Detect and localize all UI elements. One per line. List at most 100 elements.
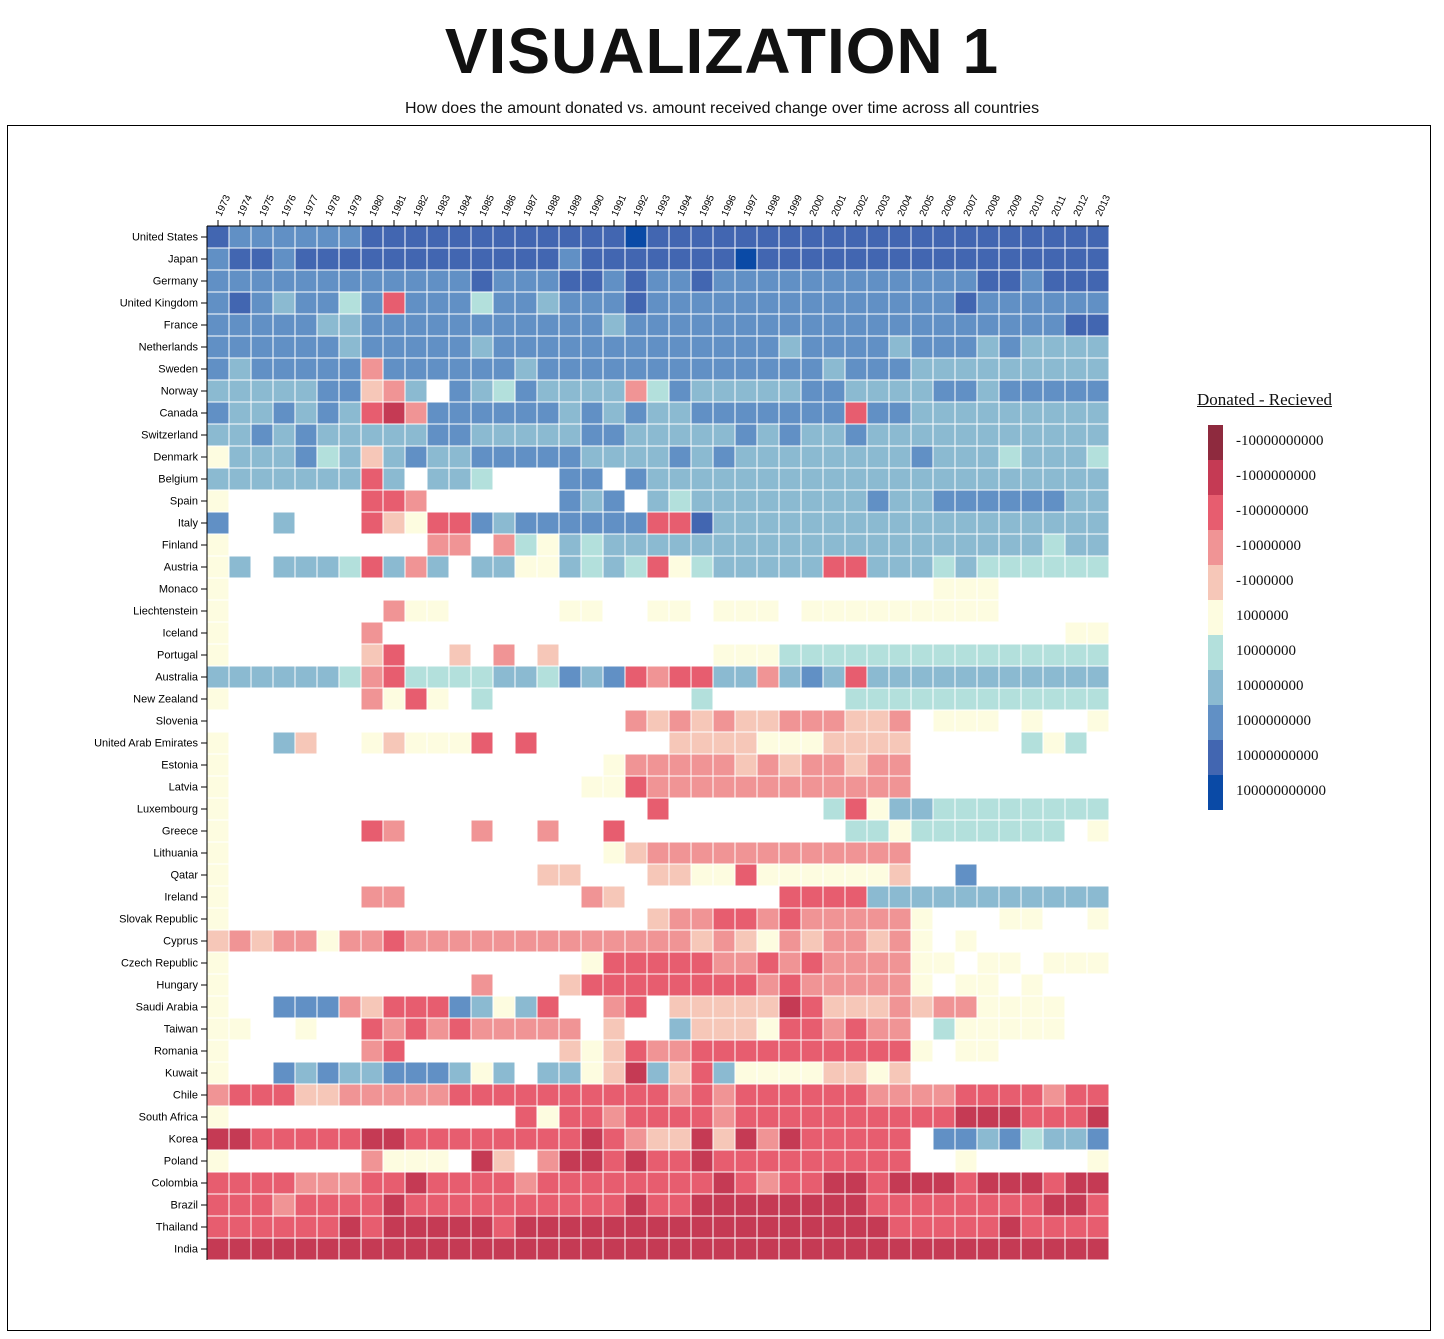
heatmap-cell [910,643,934,667]
heatmap-cell [360,1149,384,1173]
heatmap-cell [580,335,604,359]
heatmap-cell [294,225,318,249]
heatmap-cell [1020,1171,1044,1195]
heatmap-cell [206,1237,230,1261]
heatmap-cell [976,973,1000,997]
heatmap-cell [712,401,736,425]
heatmap-cell [624,291,648,315]
y-tick-label: Monaco [159,584,198,596]
heatmap-cell [954,1193,978,1217]
heatmap-cell [866,445,890,469]
x-tick-label: 2003 [874,193,894,218]
heatmap-cell [866,467,890,491]
heatmap-cell [206,951,230,975]
heatmap-cell [206,1215,230,1239]
heatmap-cell [888,225,912,249]
heatmap-cell [558,357,582,381]
heatmap-cell [228,929,252,953]
heatmap-cell [338,1061,362,1085]
heatmap-cell [624,1193,648,1217]
heatmap-cell [1064,797,1088,821]
x-tick-label: 1974 [236,193,256,218]
heatmap-cell [426,687,450,711]
heatmap-cell [866,731,890,755]
heatmap-cell [844,1061,868,1085]
heatmap-cell [536,665,560,689]
heatmap-cell [382,313,406,337]
heatmap-cell [800,665,824,689]
heatmap-cell [470,1171,494,1195]
heatmap-cell [602,423,626,447]
heatmap-cell [316,335,340,359]
heatmap-cell [998,313,1022,337]
heatmap-cell [338,1215,362,1239]
heatmap-cell [778,1193,802,1217]
heatmap-cell [624,313,648,337]
heatmap-cell [734,709,758,733]
heatmap-cell [800,1083,824,1107]
heatmap-cell [1086,511,1110,535]
x-tick-label: 1991 [610,193,630,218]
heatmap-cell [910,687,934,711]
heatmap-cell [536,533,560,557]
heatmap-cell [822,1127,846,1151]
heatmap-cell [404,731,428,755]
heatmap-cell [734,665,758,689]
heatmap-cell [646,1127,670,1151]
heatmap-cell [1064,665,1088,689]
heatmap-cell [492,1017,516,1041]
heatmap-cell [404,1083,428,1107]
heatmap-cell [646,269,670,293]
heatmap-cell [1042,1237,1066,1261]
heatmap-cell [756,335,780,359]
heatmap-cell [272,995,296,1019]
heatmap-cell [360,1039,384,1063]
heatmap-cell [712,907,736,931]
x-tick-label: 2005 [918,193,938,218]
heatmap-cell [712,247,736,271]
heatmap-cell [426,1149,450,1173]
heatmap-cell [316,445,340,469]
heatmap-cell [382,687,406,711]
heatmap-cell [580,1171,604,1195]
heatmap-cell [668,335,692,359]
heatmap-cell [1064,225,1088,249]
heatmap-cell [844,665,868,689]
heatmap-cell [844,1149,868,1173]
heatmap-cell [734,489,758,513]
heatmap-cell [382,379,406,403]
heatmap-cell [734,291,758,315]
heatmap-cell [712,467,736,491]
heatmap-cell [514,511,538,535]
heatmap-cell [470,291,494,315]
heatmap-cell [932,423,956,447]
y-tick-label: Sweden [158,364,198,376]
heatmap-cell [580,1193,604,1217]
heatmap-cell [844,1215,868,1239]
heatmap-cell [712,973,736,997]
heatmap-cell [624,753,648,777]
heatmap-cell [360,687,384,711]
heatmap-cell [624,1105,648,1129]
heatmap-cell [580,533,604,557]
y-tick-label: Slovak Republic [119,914,198,926]
x-tick-label: 1980 [368,193,388,218]
heatmap-cell [690,379,714,403]
heatmap-cell [932,599,956,623]
heatmap-cell [778,1017,802,1041]
heatmap-cell [866,1083,890,1107]
heatmap-cell [624,1237,648,1261]
heatmap-cell [382,247,406,271]
heatmap-cell [756,1127,780,1151]
heatmap-cell [888,951,912,975]
heatmap-cell [998,379,1022,403]
heatmap-cell [888,335,912,359]
heatmap-cell [1042,467,1066,491]
heatmap-cell [668,1017,692,1041]
heatmap-cell [932,379,956,403]
heatmap-cell [316,467,340,491]
heatmap-cell [272,467,296,491]
y-tick-label: Kuwait [165,1068,198,1080]
heatmap-cell [250,665,274,689]
